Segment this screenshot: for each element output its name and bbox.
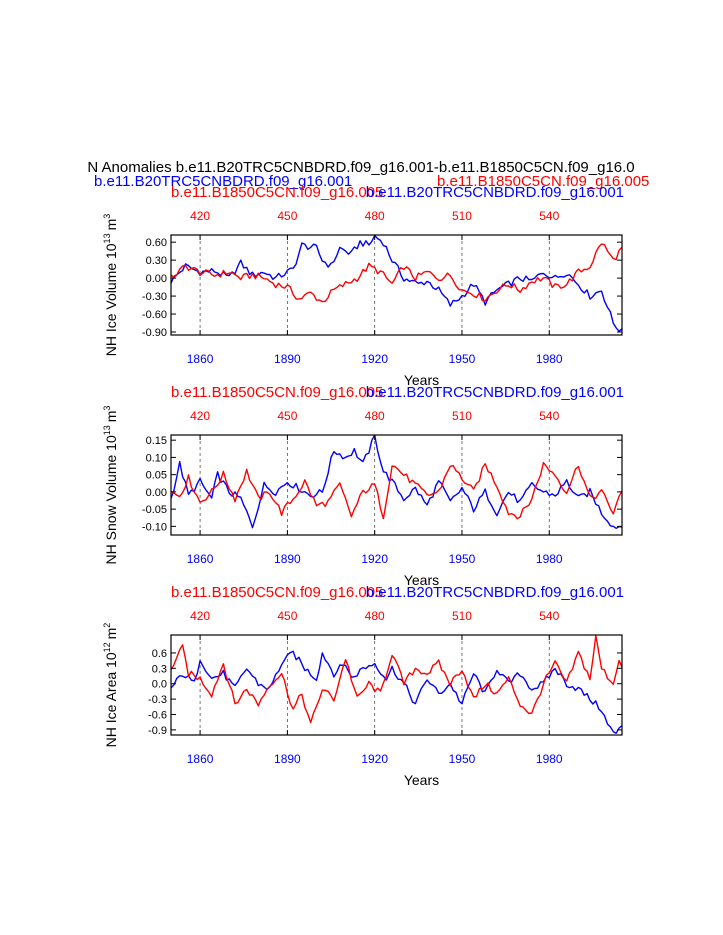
y-tick-label: 0.00 — [146, 487, 167, 499]
x-tick-label-bottom: 1950 — [449, 352, 476, 366]
x-tick-label-top: 510 — [452, 609, 472, 623]
x-axis-label: Years — [404, 572, 439, 588]
y-tick-label: 0.30 — [146, 255, 167, 267]
y-axis-label: NH Ice Area 1012 m2 — [102, 623, 119, 748]
x-tick-label-bottom: 1980 — [536, 552, 563, 566]
y-axis-label-unit: m — [103, 628, 119, 640]
y-axis-label-exponent: 12 — [102, 642, 112, 652]
y-axis-label-exponent: 13 — [102, 233, 112, 243]
y-axis-label-unit-exponent: 3 — [102, 406, 112, 411]
y-axis-label-unit: m — [103, 219, 119, 231]
x-tick-label-top: 420 — [190, 209, 210, 223]
legend-left: b.e11.B20TRC5CNBDRD.f09_g16.001 — [94, 173, 352, 190]
x-tick-label-bottom: 1890 — [274, 552, 301, 566]
series-line-b20trc5 — [170, 650, 623, 734]
y-tick-label: -0.05 — [142, 504, 167, 516]
y-axis-label: NH Ice Volume 1013 m3 — [102, 214, 119, 357]
y-axis-label: NH Snow Volume 1013 m3 — [102, 406, 119, 565]
x-tick-label-top: 480 — [365, 409, 385, 423]
top-label-left: b.e11.B1850C5CN.f09_g16.005 — [171, 384, 383, 401]
x-tick-label-top: 540 — [539, 409, 559, 423]
y-axis-label-exponent: 13 — [102, 425, 112, 435]
top-label-right: b.e11.B20TRC5CNBDRD.f09_g16.001 — [366, 584, 624, 601]
plot-frame — [170, 434, 623, 536]
y-axis-label-unit-exponent: 3 — [102, 214, 112, 219]
x-tick-label-bottom: 1890 — [274, 752, 301, 766]
x-tick-label-bottom: 1860 — [187, 352, 214, 366]
series-line-b1850c5cn — [170, 461, 623, 520]
y-tick-label: 0.60 — [146, 237, 167, 249]
y-tick-label: -0.9 — [148, 725, 167, 737]
x-tick-label-bottom: 1920 — [361, 752, 388, 766]
series-line-b1850c5cn — [170, 634, 623, 724]
y-tick-label: 0.0 — [152, 679, 167, 691]
x-tick-label-bottom: 1950 — [449, 552, 476, 566]
top-label-right: b.e11.B20TRC5CNBDRD.f09_g16.001 — [366, 384, 624, 401]
y-tick-label: 0.15 — [146, 435, 167, 447]
x-tick-label-bottom: 1980 — [536, 352, 563, 366]
y-tick-label: 0.3 — [152, 663, 167, 675]
x-tick-label-bottom: 1860 — [187, 552, 214, 566]
y-axis-label-text: NH Ice Volume 10 — [103, 243, 119, 356]
x-tick-label-top: 540 — [539, 609, 559, 623]
x-tick-label-bottom: 1980 — [536, 752, 563, 766]
y-tick-label: -0.6 — [148, 709, 167, 721]
y-axis-label-unit-exponent: 2 — [102, 623, 112, 628]
x-tick-label-top: 510 — [452, 409, 472, 423]
top-label-left: b.e11.B1850C5CN.f09_g16.005 — [171, 184, 383, 201]
y-tick-label: 0.10 — [146, 452, 167, 464]
y-tick-label: -0.90 — [142, 327, 167, 339]
x-tick-label-bottom: 1920 — [361, 352, 388, 366]
x-tick-label-top: 510 — [452, 209, 472, 223]
x-tick-label-top: 450 — [277, 409, 297, 423]
y-tick-label: 0.05 — [146, 470, 167, 482]
y-tick-label: -0.30 — [142, 291, 167, 303]
top-label-right: b.e11.B20TRC5CNBDRD.f09_g16.001 — [366, 184, 624, 201]
x-tick-label-top: 480 — [365, 209, 385, 223]
series-line-b20trc5 — [170, 434, 623, 529]
y-axis-label-text: NH Snow Volume 10 — [103, 435, 119, 564]
y-tick-label: 0.6 — [152, 648, 167, 660]
y-tick-label: -0.10 — [142, 521, 167, 533]
plot-frame — [170, 634, 623, 736]
y-tick-label: -0.60 — [142, 309, 167, 321]
top-label-left: b.e11.B1850C5CN.f09_g16.005 — [171, 584, 383, 601]
x-tick-label-top: 420 — [190, 609, 210, 623]
x-axis-label: Years — [404, 372, 439, 388]
y-tick-label: 0.00 — [146, 273, 167, 285]
x-tick-label-bottom: 1860 — [187, 752, 214, 766]
y-axis-label-text: NH Ice Area 10 — [103, 652, 119, 747]
series-line-b1850c5cn — [170, 243, 623, 303]
main-title: N Anomalies b.e11.B20TRC5CNBDRD.f09_g16.… — [87, 159, 634, 176]
y-tick-label: -0.3 — [148, 694, 167, 706]
ice-volume-panel: -0.90 -0.60 -0.30 0.00 0.30 0.60 1860 1890 1920 1… — [102, 184, 624, 388]
y-axis-label-unit: m — [103, 411, 119, 423]
x-tick-label-bottom: 1950 — [449, 752, 476, 766]
x-tick-label-top: 480 — [365, 609, 385, 623]
x-axis-label: Years — [404, 772, 439, 788]
x-tick-label-top: 450 — [277, 209, 297, 223]
x-tick-label-bottom: 1920 — [361, 552, 388, 566]
series-line-b20trc5 — [170, 234, 623, 332]
x-tick-label-bottom: 1890 — [274, 352, 301, 366]
x-tick-label-top: 450 — [277, 609, 297, 623]
snow-volume-panel: -0.10 -0.05 0.00 0.05 0.10 0.15 1860 1890 1920 19… — [102, 384, 624, 588]
ice-area-panel: -0.9 -0.6 -0.3 0.0 0.3 0.6 1860 1890 1920 1950 198… — [102, 584, 624, 788]
x-tick-label-top: 420 — [190, 409, 210, 423]
x-tick-label-top: 540 — [539, 209, 559, 223]
legend-right: b.e11.B1850C5CN.f09_g16.005 — [437, 173, 649, 190]
plot-frame — [170, 234, 623, 336]
